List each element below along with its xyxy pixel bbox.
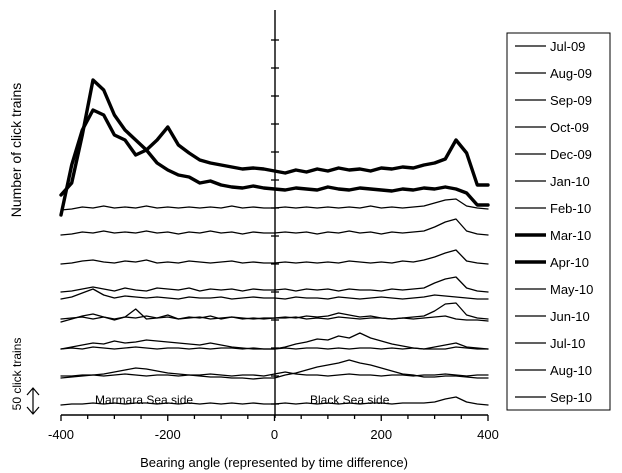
series-line-feb-10 bbox=[60, 198, 489, 211]
legend-box bbox=[506, 32, 611, 411]
series-line-sep-10 bbox=[60, 396, 489, 406]
legend-label: May-10 bbox=[550, 282, 593, 297]
black-sea-annotation: Black Sea side bbox=[310, 393, 390, 407]
legend-label: Jul-09 bbox=[550, 39, 585, 54]
series-line-jul-10 bbox=[60, 332, 489, 350]
legend-label: Oct-09 bbox=[550, 120, 589, 135]
series-line-mar-10 bbox=[59, 78, 490, 197]
x-tick-label: 400 bbox=[477, 427, 499, 442]
x-tick-label: -400 bbox=[48, 427, 74, 442]
series-line-jun-10 bbox=[60, 312, 489, 323]
series-line-jan-10 bbox=[60, 218, 489, 236]
legend-label: Feb-10 bbox=[550, 201, 591, 216]
legend-label: Mar-10 bbox=[550, 228, 591, 243]
series-line-apr-10 bbox=[59, 108, 490, 217]
x-axis-tick-labels: -400 -200 0 200 400 bbox=[48, 427, 499, 442]
x-axis-ticks bbox=[60, 415, 489, 421]
series-line-dec-09 bbox=[60, 249, 489, 265]
series-line-may-10 bbox=[60, 288, 489, 300]
scale-bar-arrow bbox=[26, 387, 40, 415]
legend-label: Jul-10 bbox=[550, 336, 585, 351]
x-axis-label: Bearing angle (represented by time diffe… bbox=[140, 455, 408, 470]
legend: Jul-09 Aug-09 Sep-09 Oct-09 Dec-09 Jan-10 Feb-… bbox=[506, 32, 611, 411]
legend-label: Jun-10 bbox=[550, 309, 590, 324]
legend-label: Sep-09 bbox=[550, 93, 592, 108]
legend-label: Jan-10 bbox=[550, 174, 590, 189]
y-axis-label: Number of click trains bbox=[8, 83, 24, 218]
legend-label: Dec-09 bbox=[550, 147, 592, 162]
marmara-annotation: Marmara Sea side bbox=[95, 393, 193, 407]
x-tick-label: 200 bbox=[370, 427, 392, 442]
legend-label: Sep-10 bbox=[550, 390, 592, 405]
series-line-oct-09 bbox=[60, 276, 489, 293]
series-lines bbox=[59, 78, 490, 406]
x-tick-label: 0 bbox=[271, 427, 278, 442]
legend-label: Aug-09 bbox=[550, 66, 592, 81]
legend-label: Aug-10 bbox=[550, 363, 592, 378]
legend-label: Apr-10 bbox=[550, 255, 589, 270]
x-tick-label: -200 bbox=[155, 427, 181, 442]
series-line-aug-10 bbox=[60, 359, 489, 380]
scale-bar-label: 50 click trains bbox=[10, 338, 24, 411]
